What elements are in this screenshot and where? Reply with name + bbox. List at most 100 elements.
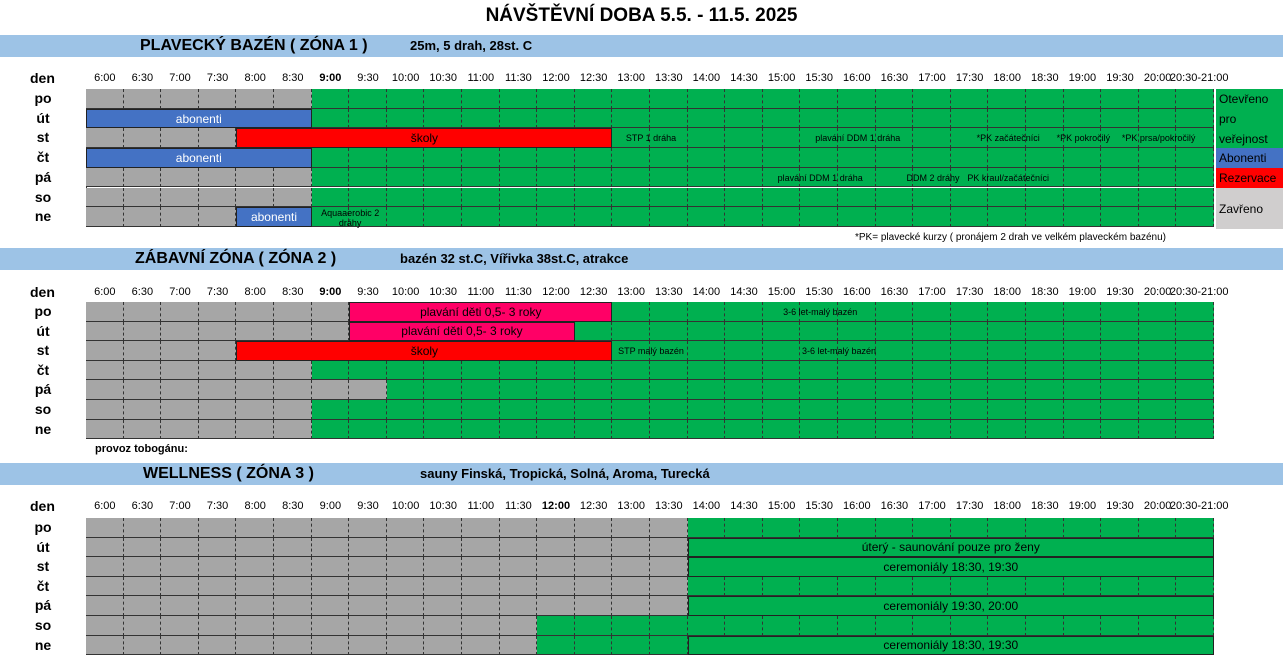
time-slot-cell (875, 380, 914, 400)
time-slot-cell (274, 576, 312, 597)
time-slot-cell (650, 302, 688, 322)
reservation-bar: ceremoniály 19:30, 20:00 (687, 596, 1214, 616)
time-slot-cell (1063, 518, 1102, 538)
time-slot-cell (349, 148, 387, 168)
time-slot-cell (800, 321, 838, 342)
time-slot-cell (950, 187, 989, 208)
time-slot-cell (1176, 128, 1214, 149)
time-slot-cell (349, 108, 387, 129)
time-label: 7:00 (169, 500, 191, 512)
time-slot-cell (800, 148, 838, 168)
time-slot-cell (950, 400, 989, 420)
time-slot-cell (950, 616, 989, 636)
time-slot-cell (1026, 321, 1064, 342)
time-slot-cell (462, 635, 500, 656)
time-slot-cell (462, 360, 500, 381)
time-slot-cell (499, 89, 538, 109)
reservation-bar: školy (236, 128, 613, 149)
zone-header-band: ZÁBAVNÍ ZÓNA ( ZÓNA 2 ) bazén 32 st.C, Ví… (0, 248, 1283, 270)
day-label: ne (34, 208, 52, 225)
time-slot-cell (386, 400, 425, 420)
time-slot-cell (725, 576, 763, 597)
time-slot-cell (86, 187, 124, 208)
time-slot-cell (687, 341, 726, 361)
slot-label: 3-6 let-malý bazén (801, 346, 877, 357)
time-slot-cell (1063, 400, 1102, 420)
time-slot-cell (1026, 108, 1064, 129)
day-label: pá (34, 381, 52, 398)
time-slot-cell (161, 635, 199, 656)
time-slot-cell (198, 167, 237, 188)
time-slot-cell (537, 187, 575, 208)
time-slot-cell (1063, 302, 1102, 322)
time-slot-cell (499, 400, 538, 420)
time-slot-cell (311, 616, 350, 636)
time-slot-cell (462, 596, 500, 616)
time-slot-cell (950, 167, 989, 188)
time-label: 6:00 (94, 72, 116, 84)
time-label: 8:30 (282, 72, 304, 84)
time-slot-cell (1101, 616, 1139, 636)
time-slot-cell (499, 518, 538, 538)
time-slot-cell (725, 207, 763, 227)
time-slot-cell (725, 419, 763, 440)
time-label: 20:30-21:00 (1169, 286, 1229, 298)
time-slot-cell (198, 557, 237, 577)
slot-label: Aquaaerobic 2 dráhy (321, 208, 380, 229)
time-slot-cell (612, 518, 650, 538)
time-slot-cell (1138, 321, 1177, 342)
time-label: 14:00 (692, 500, 721, 512)
time-slot-cell (950, 576, 989, 597)
time-slot-cell (1101, 576, 1139, 597)
time-label: 16:00 (843, 286, 871, 298)
time-label: 12:30 (579, 500, 608, 512)
time-slot-cell (1063, 207, 1102, 227)
time-slot-cell (86, 321, 124, 342)
time-slot-cell (123, 321, 162, 342)
schedule-grid: plavání děti 0,5- 3 roky plavání děti 0,5… (86, 302, 1214, 440)
time-slot-cell (462, 167, 500, 188)
time-label: 17:30 (955, 72, 984, 84)
time-slot-cell (650, 108, 688, 129)
time-slot-cell (612, 537, 650, 558)
time-label: 6:30 (131, 72, 154, 84)
time-slot-cell (311, 167, 350, 188)
time-slot-cell (161, 128, 199, 149)
time-slot-cell (913, 341, 951, 361)
time-slot-cell (349, 207, 387, 227)
time-slot-cell (424, 207, 462, 227)
time-label: 14:00 (692, 286, 721, 298)
time-slot-cell (198, 537, 237, 558)
time-slot-cell (988, 89, 1026, 109)
time-slot-cell (462, 419, 500, 440)
time-slot-cell (762, 400, 801, 420)
time-slot-cell (988, 419, 1026, 440)
time-slot-cell (725, 321, 763, 342)
time-slot-cell (311, 576, 350, 597)
time-label: 19:00 (1068, 286, 1097, 298)
time-slot-cell (574, 596, 613, 616)
time-slot-cell (424, 635, 462, 656)
time-slot-cell (650, 400, 688, 420)
time-slot-cell (725, 400, 763, 420)
time-label: 9:30 (357, 72, 379, 84)
time-slot-cell (1026, 302, 1064, 322)
time-slot-cell (762, 207, 801, 227)
time-slot-cell (499, 635, 538, 656)
time-slot-cell (762, 341, 801, 361)
time-slot-cell (236, 576, 274, 597)
time-slot-cell (161, 187, 199, 208)
time-slot-cell (1176, 419, 1214, 440)
time-slot-cell (725, 518, 763, 538)
time-slot-cell (86, 360, 124, 381)
time-slot-cell (424, 187, 462, 208)
time-slot-cell (537, 518, 575, 538)
time-label: 15:00 (767, 286, 796, 298)
time-slot-cell (950, 518, 989, 538)
time-slot-cell (236, 167, 274, 188)
time-slot-cell (462, 187, 500, 208)
time-slot-cell (349, 380, 387, 400)
time-slot-cell (875, 187, 914, 208)
time-slot-cell (650, 148, 688, 168)
time-label: 11:30 (505, 286, 532, 298)
